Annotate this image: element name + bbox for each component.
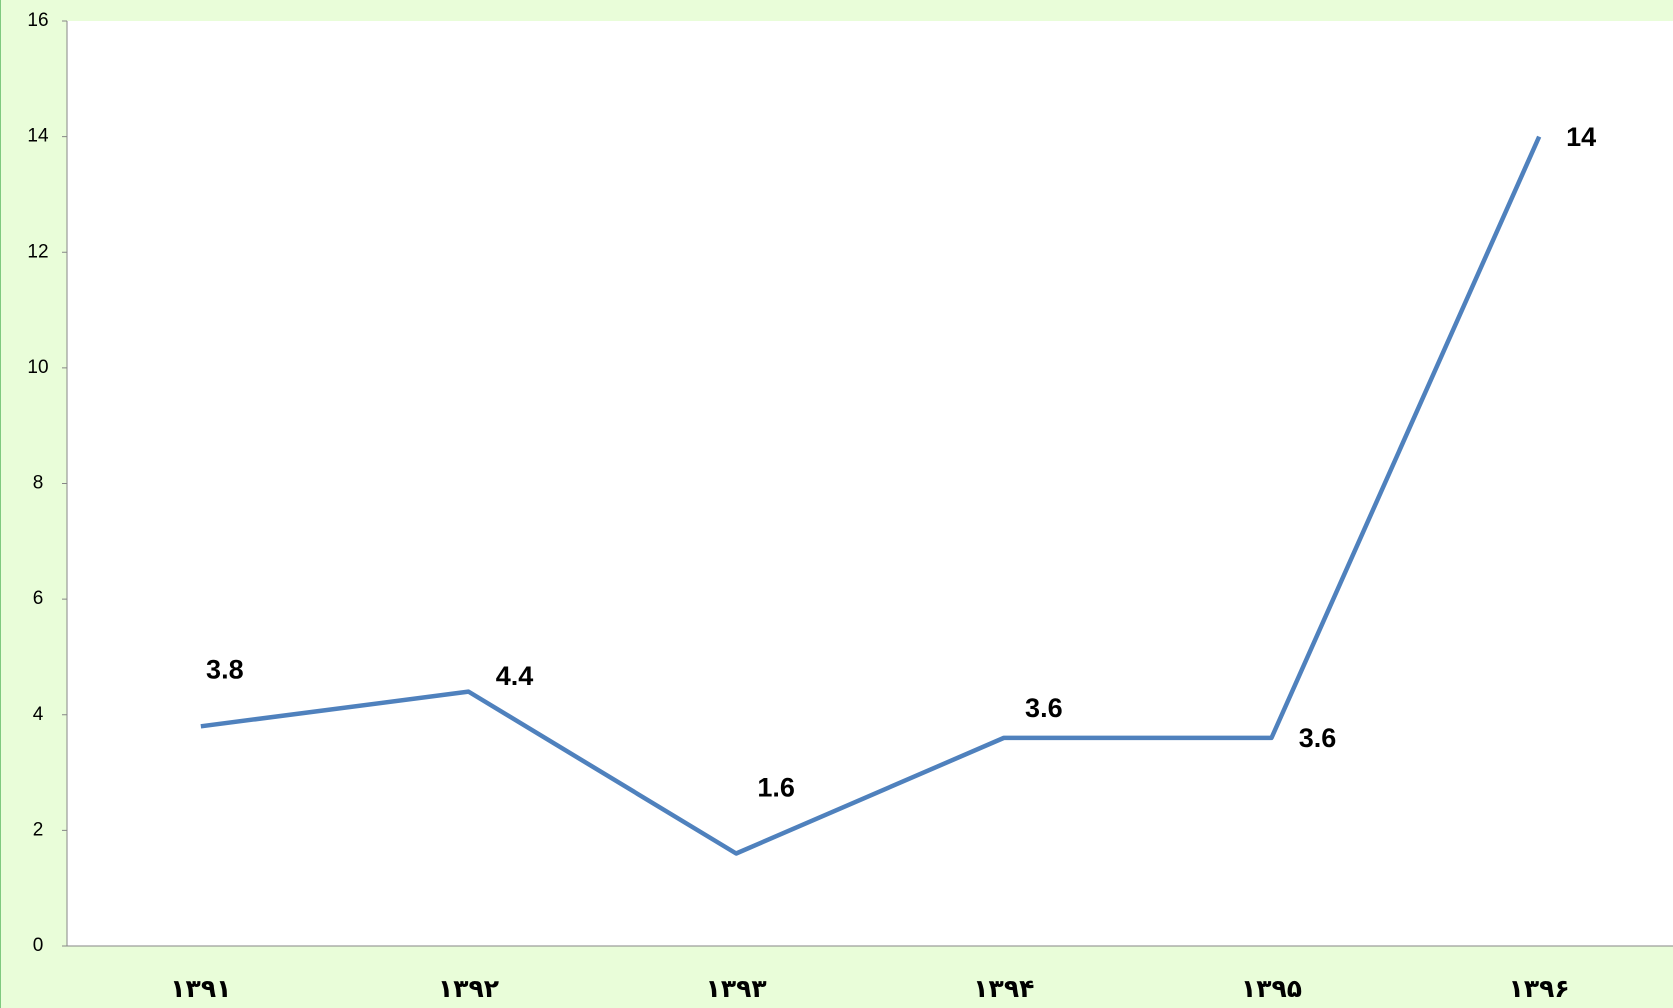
x-tick-label: ۱۳۹۱ [170,974,231,1003]
y-tick-label: 2 [33,819,44,840]
y-tick-label: 16 [27,10,48,31]
data-line [200,135,1542,856]
plot-area [67,21,1673,946]
y-tick-label: 0 [33,935,44,956]
x-tick-label: ۱۳۹۴ [973,974,1034,1003]
data-label: 14 [1566,122,1596,152]
y-tick-label: 10 [27,357,48,378]
x-tick-label: ۱۳۹۲ [438,974,499,1003]
x-tick-label: ۱۳۹۳ [706,974,767,1003]
y-tick-label: 4 [33,704,44,725]
data-label: 3.8 [206,654,244,684]
y-tick-label: 12 [27,241,48,262]
data-label: 3.6 [1025,693,1063,723]
data-label: 3.6 [1299,723,1337,753]
y-tick-label: 6 [33,588,44,609]
data-label: 4.4 [496,661,534,691]
y-tick-label: 14 [27,126,49,147]
y-tick-label: 8 [33,473,44,494]
x-tick-label: ۱۳۹۶ [1509,974,1570,1003]
data-label: 1.6 [757,773,795,803]
x-tick-label: ۱۳۹۵ [1241,974,1302,1003]
